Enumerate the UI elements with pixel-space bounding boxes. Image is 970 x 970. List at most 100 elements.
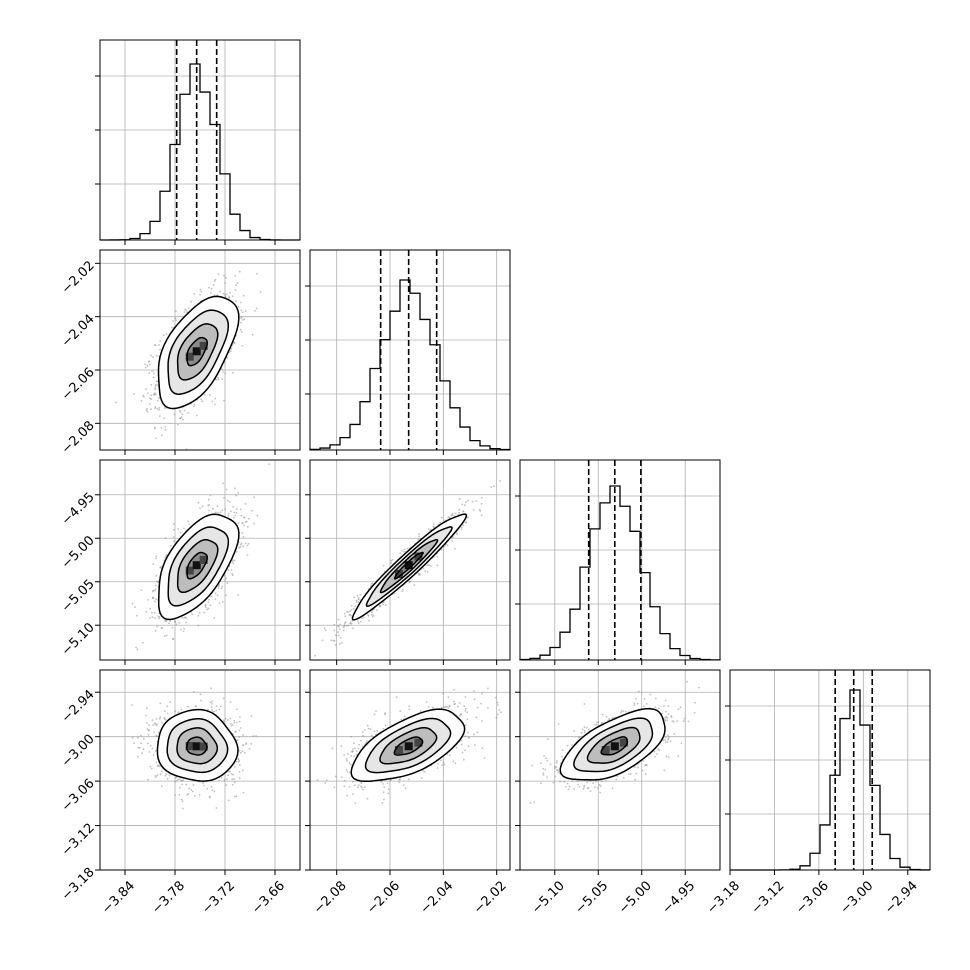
sample-point [481,497,483,499]
sample-point [371,611,373,614]
sample-point [152,393,155,396]
sample-point [663,705,665,708]
sample-point [181,617,184,619]
sample-point [494,696,497,699]
histogram-3 [730,689,931,871]
sample-point [433,526,435,529]
sample-point [324,629,327,632]
sample-point [464,749,466,752]
sample-point [193,795,196,797]
sample-point [154,385,157,387]
sample-point [355,601,358,603]
sample-point [556,760,558,762]
sample-point [571,744,574,746]
sample-point [194,705,197,708]
x-tick-label: −3.12 [749,878,788,917]
sample-point [184,308,186,311]
sample-point [227,774,230,777]
sample-point [144,366,147,369]
sample-point [682,720,685,723]
sample-point [664,741,667,744]
sample-point [642,760,645,762]
sample-point [351,619,354,622]
sample-point [241,532,244,534]
sample-point [350,763,352,766]
sample-point [238,729,241,732]
sample-point [637,766,640,769]
sample-point [206,608,209,611]
sample-point [192,784,195,786]
sample-point [347,624,350,627]
sample-point [350,735,353,738]
density-cell [199,341,208,350]
sample-point [142,748,145,751]
sample-point [596,721,598,724]
sample-point [408,580,411,583]
y-tick-label: −3.06 [59,776,98,815]
sample-point [333,629,336,632]
sample-point [367,727,370,730]
sample-point [402,588,404,591]
sample-point [152,563,155,566]
panel-frame-0-0 [99,39,301,241]
contour-line-0 [157,513,240,621]
sample-point [198,611,201,614]
sample-point [620,711,622,714]
sample-point [184,616,187,619]
y-tick-label: −3.18 [59,865,98,904]
sample-point [224,372,227,374]
sample-point [223,575,226,577]
sample-point [239,751,242,754]
sample-point [389,779,392,782]
density-cell [610,742,619,751]
sample-point [357,597,360,599]
sample-point [440,549,443,551]
sample-point [338,642,341,645]
sample-point [259,291,262,293]
sample-point [666,717,669,720]
sample-point [149,765,152,768]
sample-point [233,719,236,722]
sample-point [666,741,669,743]
sample-point [157,581,160,583]
contour-line-3 [186,551,208,580]
sample-point [198,793,201,796]
sample-point [552,781,555,784]
contour-line-1 [364,717,452,774]
sample-point [234,289,237,291]
sample-point [557,723,560,725]
sample-point [174,780,177,783]
sample-point [422,567,425,570]
density-core [601,738,628,754]
sample-point [483,757,486,759]
sample-point [417,538,419,541]
sample-point [479,510,482,512]
sample-point [403,548,406,551]
sample-point [481,720,483,722]
sample-point [154,388,157,391]
sample-point [559,780,561,783]
sample-point [237,739,239,741]
sample-point [337,624,339,627]
sample-point [164,620,167,622]
sample-point [357,622,360,625]
sample-point [227,512,230,515]
sample-point [338,628,341,630]
sample-point [218,584,221,586]
sample-point [649,693,652,696]
sample-point [594,780,597,783]
sample-point [229,770,232,773]
sample-point [137,736,140,739]
sample-point [346,794,348,797]
sample-point [352,748,354,750]
sample-point [159,567,162,569]
sample-point [337,631,339,633]
sample-point [679,706,682,709]
sample-point [599,785,602,788]
sample-point [458,715,461,717]
sample-point [154,584,157,587]
sample-point [342,629,345,632]
sample-point [154,344,157,347]
sample-point [373,713,376,716]
sample-point [166,777,169,780]
